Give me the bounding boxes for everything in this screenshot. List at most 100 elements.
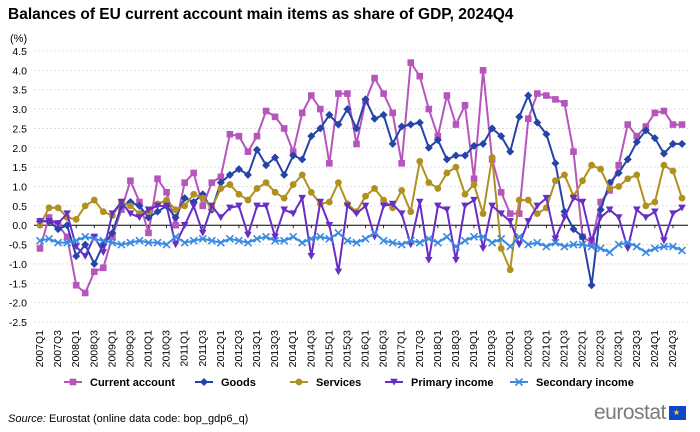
point-secondary-income [162, 240, 171, 249]
point-primary-income [235, 202, 243, 210]
point-current-account [479, 67, 487, 74]
point-primary-income [307, 252, 316, 260]
point-current-account [615, 161, 623, 169]
series-secondary-income [35, 228, 687, 257]
logo-wordmark: eurostat [594, 401, 666, 424]
point-services [642, 202, 650, 210]
point-secondary-income [63, 238, 72, 247]
point-current-account [317, 105, 324, 113]
x-tick-label: 2013Q1 [251, 330, 263, 368]
point-services [289, 181, 297, 188]
point-primary-income [189, 202, 198, 210]
point-secondary-income [506, 242, 515, 251]
point-current-account [416, 72, 424, 80]
point-secondary-income [117, 240, 126, 249]
y-tick-label: 3.5 [12, 85, 27, 97]
point-secondary-income [605, 248, 614, 257]
legend-item-current-account: Current account [64, 377, 175, 389]
x-tick-label: 2009Q1 [106, 330, 118, 368]
x-tick-label: 2014Q1 [287, 330, 299, 368]
point-goods [587, 281, 596, 290]
point-current-account [497, 189, 505, 196]
point-current-account [298, 109, 306, 117]
point-secondary-income [469, 232, 479, 241]
point-primary-income [108, 210, 117, 218]
point-primary-income [614, 214, 623, 222]
point-current-account [660, 107, 668, 115]
eu-flag-icon: ★ [668, 406, 686, 420]
point-primary-income [642, 214, 650, 222]
point-primary-income [226, 204, 234, 212]
point-primary-income [90, 233, 99, 241]
y-tick-label: -1.0 [9, 259, 27, 271]
y-tick-label: 0.5 [12, 201, 27, 213]
point-secondary-income [460, 236, 470, 245]
point-goods [171, 213, 180, 222]
point-goods [424, 143, 433, 152]
x-tick-label: 2020Q3 [522, 330, 534, 368]
point-primary-income [479, 245, 487, 253]
point-current-account [307, 92, 315, 99]
point-secondary-income [325, 234, 334, 243]
x-tick-label: 2018Q3 [450, 330, 462, 368]
point-secondary-income [252, 234, 262, 243]
point-secondary-income [442, 232, 451, 241]
point-services [380, 196, 388, 204]
point-current-account [371, 74, 378, 82]
point-goods [225, 170, 234, 179]
point-secondary-income [677, 246, 687, 255]
point-services [280, 194, 288, 202]
point-services [407, 208, 415, 216]
eurostat-logo: eurostat ★ [594, 401, 686, 425]
y-tick-label: -2.5 [9, 317, 27, 329]
point-current-account [561, 99, 568, 107]
legend-item-services: Services [290, 377, 361, 389]
point-services [81, 202, 89, 210]
point-goods [108, 228, 117, 237]
point-primary-income [262, 202, 270, 210]
point-services [226, 181, 234, 188]
legend-marker [295, 378, 303, 386]
legend-marker [69, 378, 77, 386]
point-primary-income [623, 245, 632, 253]
point-goods [289, 151, 298, 160]
point-secondary-income [135, 236, 144, 245]
x-tick-label: 2019Q3 [486, 330, 498, 368]
point-services [615, 183, 623, 190]
point-primary-income [135, 214, 144, 222]
point-primary-income [298, 194, 307, 202]
point-current-account [597, 198, 604, 206]
point-services [199, 194, 207, 202]
point-goods [316, 124, 325, 133]
point-primary-income [470, 196, 478, 204]
point-goods [497, 132, 506, 141]
point-current-account [99, 264, 107, 272]
point-goods [623, 155, 632, 164]
y-tick-label: -1.5 [9, 278, 27, 290]
point-primary-income [81, 252, 90, 260]
x-tick-label: 2008Q3 [88, 330, 100, 368]
x-tick-label: 2010Q1 [143, 330, 155, 368]
point-secondary-income [632, 242, 641, 251]
point-secondary-income [479, 232, 488, 241]
x-tick-label: 2022Q1 [577, 330, 589, 368]
series-services [36, 154, 686, 274]
point-secondary-income [35, 236, 45, 245]
y-tick-label: 0.0 [12, 220, 27, 232]
point-secondary-income [189, 236, 198, 245]
point-services [45, 204, 53, 212]
point-goods [180, 194, 189, 203]
point-primary-income [497, 210, 505, 218]
point-current-account [72, 281, 80, 289]
point-secondary-income [99, 236, 108, 245]
point-secondary-income [90, 234, 99, 243]
point-goods [262, 161, 271, 170]
point-current-account [552, 96, 559, 103]
point-primary-income [434, 202, 442, 210]
series-line-current-account [39, 59, 682, 295]
point-services [181, 202, 189, 210]
point-services [271, 188, 279, 196]
point-secondary-income [551, 238, 560, 247]
point-current-account [398, 159, 405, 167]
